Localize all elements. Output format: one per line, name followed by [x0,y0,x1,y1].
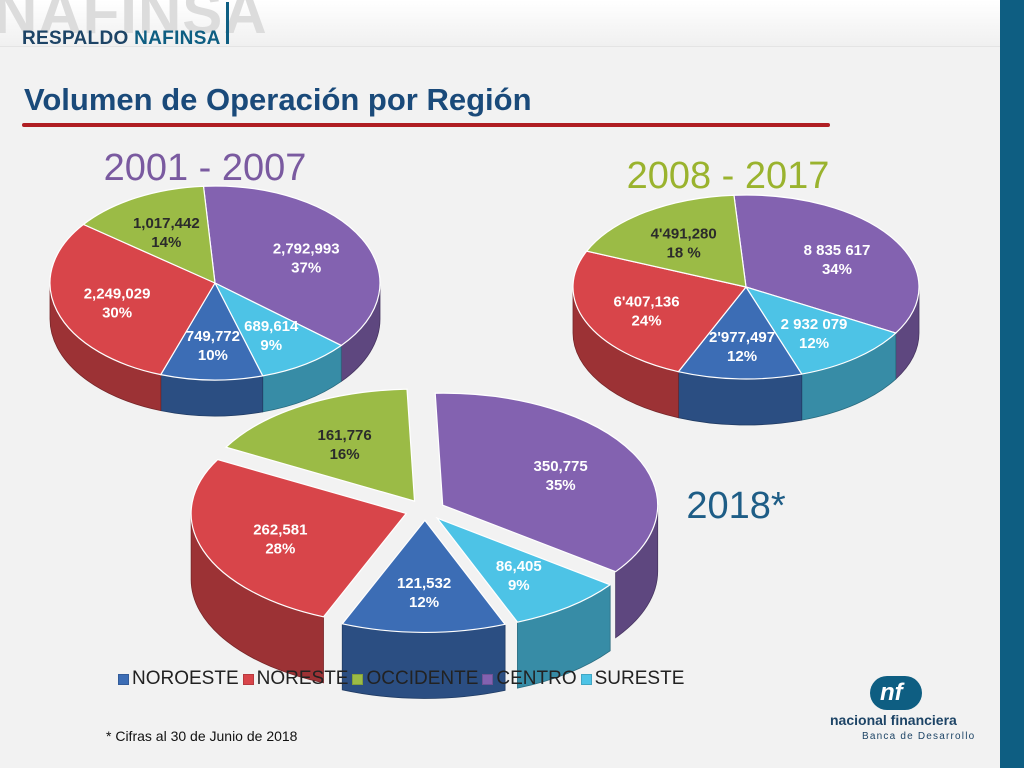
pie-slice-noreste [49,223,216,376]
pie-percent-label: 24% [632,312,662,329]
pie-title: 2018* [686,485,786,527]
pie-value-label: 350,775 [534,458,588,475]
pie-value-label: 4'491,280 [651,226,717,243]
pie-slice-noroeste [159,281,264,381]
pie-value-label: 2'977,497 [709,329,775,346]
pie-value-label: 8 835 617 [804,242,871,259]
legend-swatch [242,673,254,685]
pie-wall-noroeste [160,374,264,417]
legend-item-occidente: OCCIDENTE [352,668,478,690]
pie-value-label: 2 932 079 [781,316,848,333]
nafin-logo-glyph: nf [880,679,903,706]
pie-percent-label: 12% [727,348,757,365]
legend-label: NORESTE [256,668,349,689]
pie-chart-3: 350,775 35% 86,405 9% 121,532 12% 262,581 28% 16… [190,388,786,699]
right-accent-bar [1000,0,1024,768]
pie-chart-1: 2,792,993 37% 689,614 9% 749,772 10% 2,249,029… [49,147,381,417]
pie-chart-2: 8 835 617 34% 2 932 079 12% 2'977,497 12% 6'40… [572,155,920,426]
pie-slice-occidente [585,194,747,288]
chart-legend: NOROESTE NORESTE OCCIDENTE CENTRO SURESTE [118,668,688,690]
pie-percent-label: 10% [198,347,228,364]
legend-swatch [118,673,129,685]
pie-value-label: 689,614 [244,318,299,335]
nafin-logo-icon [870,676,922,710]
pie-percent-label: 16% [330,446,360,463]
pie-slice-occidente [224,388,416,502]
pie-percent-label: 9% [508,577,530,594]
pie-value-label: 6'407,136 [613,293,679,310]
legend-swatch [352,673,364,685]
pie-title: 2008 - 2017 [627,155,830,197]
pie-value-label: 1,017,442 [133,215,200,232]
pie-slice-centro [733,194,920,334]
pie-percent-label: 18 % [667,245,701,262]
pie-slice-sureste [744,285,897,375]
pie-value-label: 161,776 [318,427,372,444]
footnote: * Cifras al 30 de Junio de 2018 [106,728,298,744]
pie-percent-label: 9% [260,337,282,354]
pie-percent-label: 30% [102,304,132,321]
brand-logo-text: RESPALDO NAFINSA [22,28,221,50]
pie-slice-sureste [435,516,612,623]
pie-value-label: 2,249,029 [84,285,151,302]
legend-item-noreste: NORESTE [242,668,349,690]
logo-subtitle: Banca de Desarrollo [862,731,976,742]
pie-percent-label: 14% [151,234,181,251]
pie-slice-noreste [572,250,748,373]
pie-value-label: 86,405 [496,558,542,575]
pie-value-label: 262,581 [253,521,307,538]
pie-percent-label: 28% [265,540,295,557]
pie-slice-sureste [213,281,343,377]
pie-value-label: 121,532 [397,575,451,592]
legend-label: NOROESTE [132,668,239,689]
title-underline [22,123,830,127]
pie-slice-noroeste [677,285,803,380]
pie-slice-centro [434,392,659,573]
logo-name: nacional financiera [830,712,957,728]
pie-slice-occidente [82,185,216,284]
header-band [0,0,1000,47]
legend-item-noroeste: NOROESTE [118,668,239,690]
brand-prefix: RESPALDO [22,28,135,49]
legend-swatch [482,673,494,685]
pie-percent-label: 34% [822,261,852,278]
pie-percent-label: 37% [291,260,321,277]
pie-slice-noreste [190,458,408,618]
legend-label: OCCIDENTE [366,668,479,689]
pie-slice-centro [202,185,381,347]
pie-slice-noroeste [341,519,507,634]
brand-watermark: NAFINSA [0,0,268,46]
pie-percent-label: 12% [799,335,829,352]
pie-percent-label: 12% [409,594,439,611]
pie-charts: 2,792,993 37% 689,614 9% 749,772 10% 2,249,029… [49,147,920,699]
pie-value-label: 749,772 [186,328,240,345]
legend-item-centro: CENTRO [482,668,577,690]
pie-percent-label: 35% [546,477,576,494]
legend-item-sureste: SURESTE [580,668,685,690]
pie-title: 2001 - 2007 [104,147,307,189]
legend-swatch [580,673,592,685]
pie-value-label: 2,792,993 [273,241,340,258]
legend-label: CENTRO [496,668,577,689]
brand-name: NAFINSA [134,28,221,49]
page-title: Volumen de Operación por Región [24,82,532,117]
brand-divider [226,2,229,44]
legend-label: SURESTE [594,668,685,689]
